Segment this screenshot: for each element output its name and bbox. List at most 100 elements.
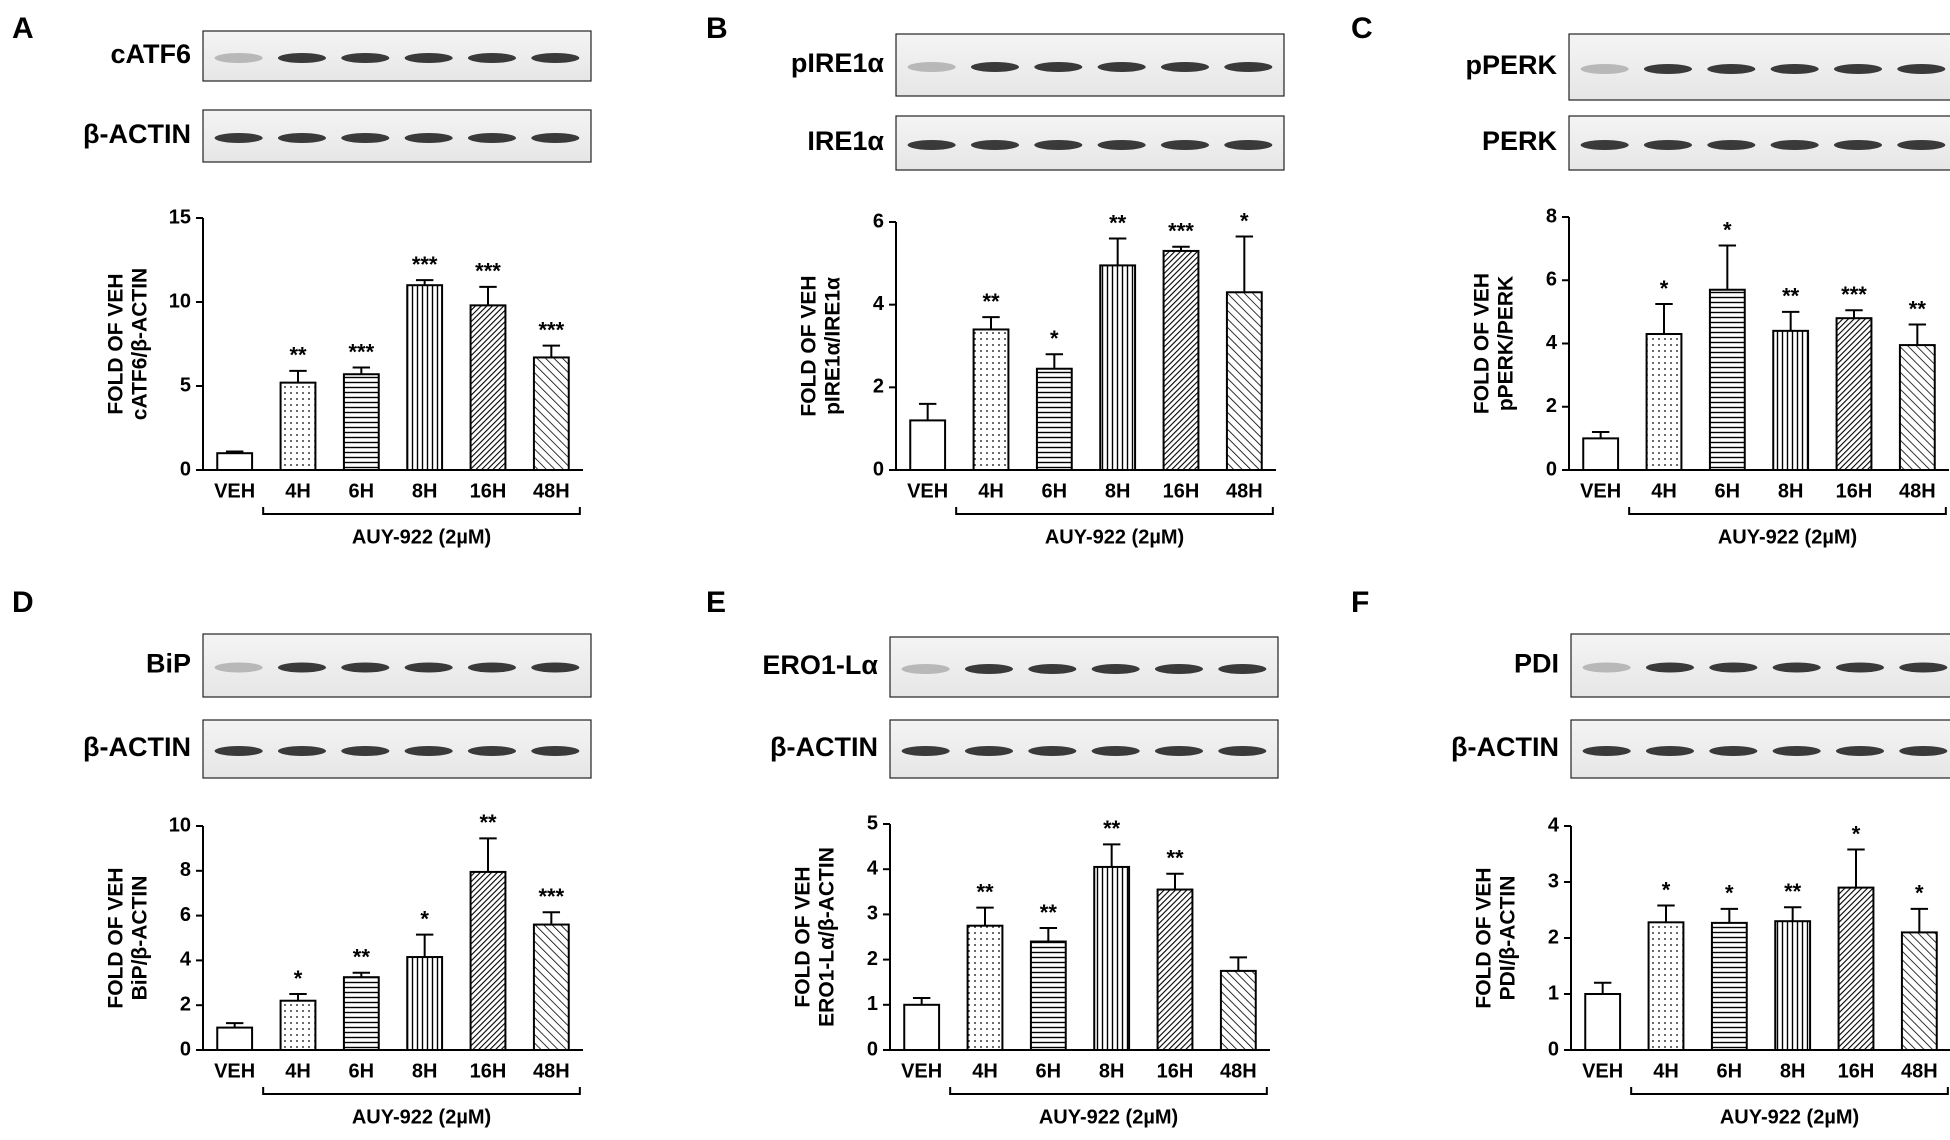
- x-tick-label: 8H: [412, 480, 438, 502]
- significance: *: [1725, 881, 1734, 906]
- blot: [1570, 633, 1950, 698]
- x-tick-label: 4H: [972, 1060, 998, 1082]
- significance: *: [1662, 877, 1671, 902]
- bar: [1645, 333, 1683, 472]
- blot-band: [467, 662, 517, 673]
- error-bar: [1910, 907, 1929, 933]
- blot-band: [1770, 140, 1819, 150]
- y-tick-label: 0: [180, 458, 191, 480]
- y-tick-label: 4: [1546, 332, 1558, 354]
- panel-label: F: [1351, 586, 1369, 619]
- x-tick-label: 48H: [1220, 1060, 1257, 1082]
- significance: **: [353, 945, 371, 970]
- significance: **: [982, 289, 1000, 314]
- x-tick-label: 48H: [1226, 480, 1263, 502]
- group-bracket: [955, 507, 1274, 515]
- blot-band: [531, 746, 580, 756]
- blot-band: [1224, 140, 1273, 150]
- error-bar: [982, 316, 1000, 330]
- blot-band: [467, 133, 517, 143]
- error-bar: [1655, 302, 1673, 335]
- y-tick-label: 8: [1546, 205, 1557, 227]
- blot-label: β-ACTIN: [1451, 732, 1559, 762]
- blot-band: [1645, 746, 1695, 756]
- blot-band: [1707, 140, 1756, 150]
- blot: [1568, 33, 1950, 101]
- bar: [279, 999, 317, 1051]
- bar: [1837, 886, 1875, 1051]
- y-tick-label: 6: [180, 904, 191, 926]
- x-tick-label: VEH: [907, 480, 948, 502]
- bar: [532, 923, 570, 1051]
- significance: **: [1103, 816, 1121, 841]
- x-tick-label: 16H: [470, 1060, 507, 1082]
- blot-band: [1224, 62, 1273, 72]
- blot: [889, 636, 1279, 698]
- significance: *: [420, 906, 429, 931]
- blot-band: [214, 746, 263, 756]
- blot-band: [531, 53, 580, 63]
- blot-band: [907, 140, 956, 150]
- significance: *: [294, 966, 303, 991]
- panel-label: C: [1351, 12, 1373, 45]
- bar: [1225, 291, 1263, 471]
- error-bar: [976, 906, 994, 926]
- blot-band: [1034, 62, 1083, 72]
- bar: [1156, 888, 1194, 1051]
- bar: [1647, 921, 1685, 1052]
- blot: [202, 30, 592, 82]
- x-tick-label: VEH: [901, 1060, 942, 1082]
- blot-band: [1772, 746, 1821, 756]
- bar: [406, 284, 444, 472]
- x-tick-label: 16H: [1836, 480, 1873, 502]
- significance: *: [1660, 276, 1669, 301]
- blot: [895, 115, 1285, 171]
- blot: [202, 109, 592, 163]
- bar: [1029, 940, 1067, 1052]
- x-tick-label: 16H: [1163, 480, 1200, 502]
- y-tick-label: 1: [867, 993, 878, 1015]
- x-tick-label: 6H: [349, 480, 375, 502]
- blot-band: [964, 664, 1014, 674]
- significance: **: [1109, 210, 1127, 235]
- x-tick-label: 8H: [1105, 480, 1131, 502]
- blot-label: β-ACTIN: [770, 732, 878, 762]
- blot-band: [1897, 140, 1946, 150]
- bar: [406, 956, 444, 1051]
- blot-band: [1899, 746, 1948, 756]
- significance: *: [1050, 326, 1059, 351]
- blot-band: [901, 746, 950, 756]
- error-bar: [1657, 904, 1675, 923]
- y-axis-label: ERO1-Lα/β-ACTIN: [816, 847, 839, 1027]
- y-tick-label: 2: [1548, 926, 1559, 948]
- blot-band: [1772, 662, 1821, 673]
- blot-band: [277, 53, 327, 63]
- group-bracket: [1630, 1087, 1949, 1095]
- blot-band: [1833, 64, 1883, 74]
- blot-band: [1645, 662, 1695, 673]
- y-tick-label: 0: [180, 1038, 191, 1060]
- error-bar: [289, 369, 307, 383]
- blot-label: BiP: [146, 649, 191, 679]
- significance: **: [1782, 284, 1800, 309]
- group-bracket: [262, 507, 581, 515]
- x-tick-label: 8H: [1099, 1060, 1125, 1082]
- y-tick-label: 10: [169, 290, 191, 312]
- bar: [1162, 249, 1200, 471]
- blot-band: [1899, 662, 1948, 673]
- error-bar: [1720, 907, 1739, 923]
- bar: [909, 419, 947, 471]
- group-bracket: [1628, 507, 1947, 515]
- x-tick-label: 8H: [1780, 1060, 1806, 1082]
- y-tick-label: 3: [1548, 870, 1559, 892]
- blot-label: PERK: [1482, 126, 1558, 156]
- blot: [1568, 115, 1950, 171]
- bar: [1099, 264, 1137, 471]
- blot-band: [404, 53, 453, 63]
- blot-band: [467, 746, 517, 756]
- panel-label: D: [12, 586, 34, 619]
- blot-band: [1580, 64, 1629, 74]
- error-bar: [918, 402, 937, 421]
- x-tick-label: VEH: [214, 1060, 255, 1082]
- significance: *: [1915, 881, 1924, 906]
